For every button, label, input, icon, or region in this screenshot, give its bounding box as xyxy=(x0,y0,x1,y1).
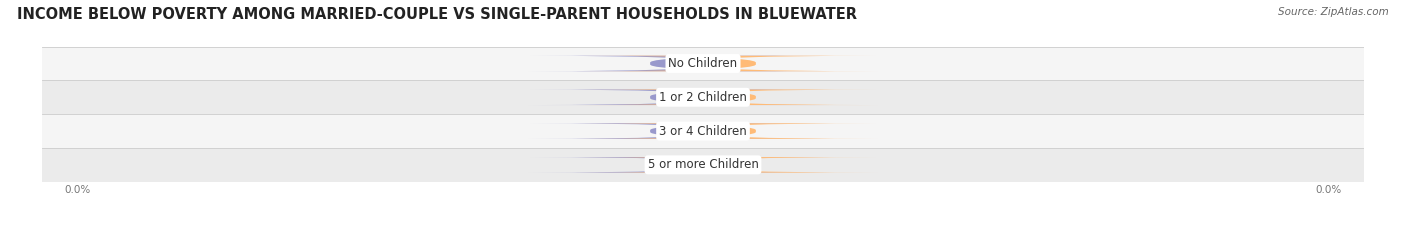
Text: 0.0%: 0.0% xyxy=(666,126,690,136)
Text: 0.0%: 0.0% xyxy=(666,58,690,69)
Bar xyxy=(42,114,1364,148)
Text: INCOME BELOW POVERTY AMONG MARRIED-COUPLE VS SINGLE-PARENT HOUSEHOLDS IN BLUEWAT: INCOME BELOW POVERTY AMONG MARRIED-COUPL… xyxy=(17,7,856,22)
Text: 3 or 4 Children: 3 or 4 Children xyxy=(659,125,747,137)
Text: 0.0%: 0.0% xyxy=(666,160,690,170)
FancyBboxPatch shape xyxy=(529,56,828,71)
Bar xyxy=(42,80,1364,114)
Text: 0.0%: 0.0% xyxy=(716,126,740,136)
Text: No Children: No Children xyxy=(668,57,738,70)
FancyBboxPatch shape xyxy=(578,56,877,71)
Text: 1 or 2 Children: 1 or 2 Children xyxy=(659,91,747,104)
Bar xyxy=(42,47,1364,80)
Text: 0.0%: 0.0% xyxy=(716,92,740,102)
Bar xyxy=(42,148,1364,182)
FancyBboxPatch shape xyxy=(529,123,828,139)
Text: 0.0%: 0.0% xyxy=(716,58,740,69)
FancyBboxPatch shape xyxy=(578,89,877,105)
FancyBboxPatch shape xyxy=(529,89,828,105)
FancyBboxPatch shape xyxy=(578,123,877,139)
Text: 5 or more Children: 5 or more Children xyxy=(648,158,758,171)
FancyBboxPatch shape xyxy=(529,157,828,173)
Text: 0.0%: 0.0% xyxy=(716,160,740,170)
Text: Source: ZipAtlas.com: Source: ZipAtlas.com xyxy=(1278,7,1389,17)
Text: 0.0%: 0.0% xyxy=(666,92,690,102)
FancyBboxPatch shape xyxy=(578,157,877,173)
